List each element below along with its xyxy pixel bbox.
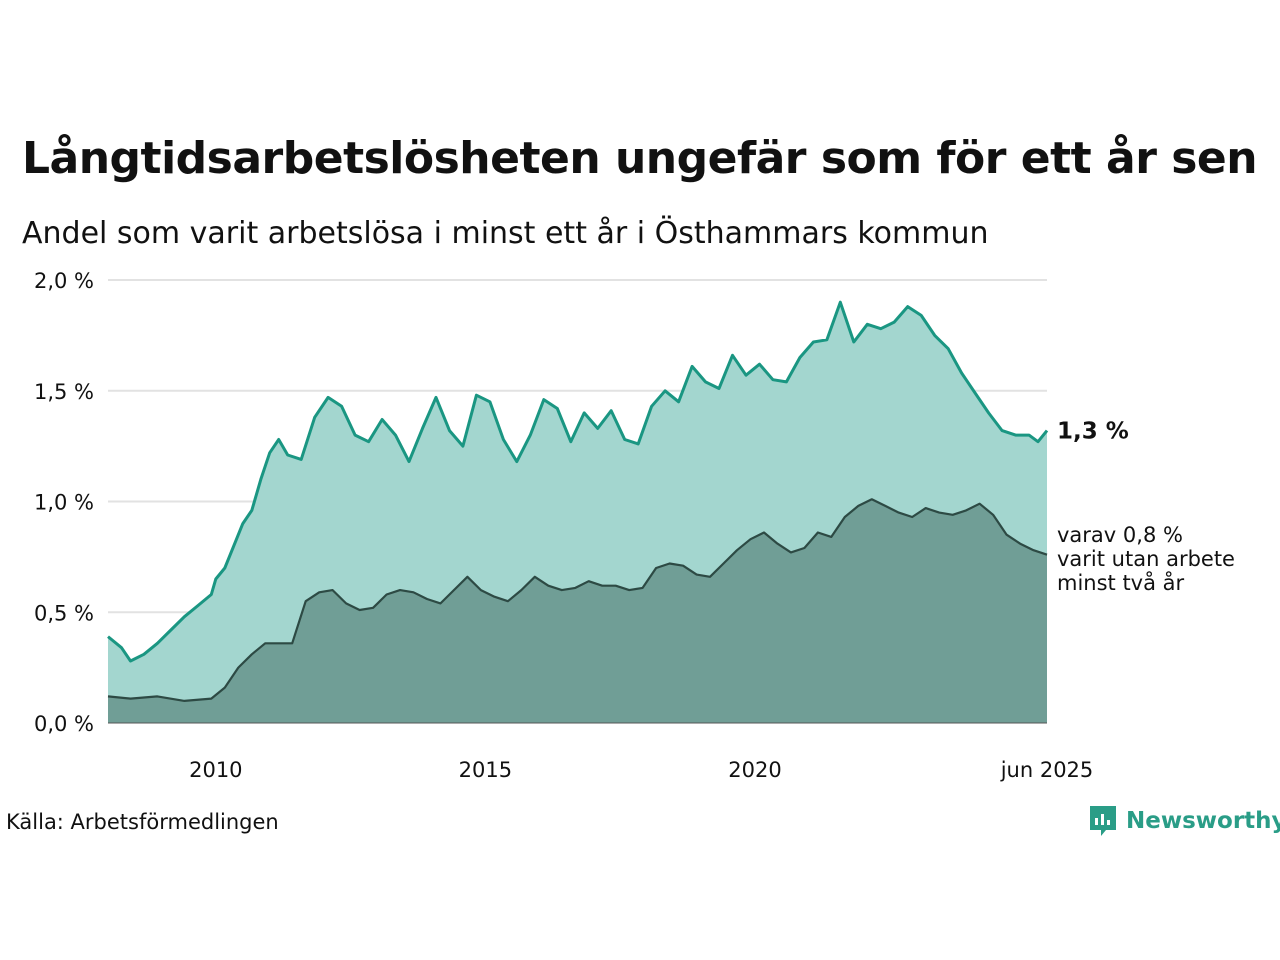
series-area-2	[108, 499, 1047, 723]
x-tick-label: 2020	[728, 758, 781, 782]
y-tick-label: 1,0 %	[34, 491, 94, 515]
newsworthy-logo-icon	[1090, 806, 1116, 836]
y-tick-label: 2,0 %	[34, 269, 94, 293]
chart-subtitle: Andel som varit arbetslösa i minst ett å…	[22, 216, 989, 251]
brand-name: Newsworthy	[1126, 808, 1280, 834]
source-note: Källa: Arbetsförmedlingen	[6, 810, 279, 834]
series-line-2	[107, 498, 1048, 702]
area-series	[107, 300, 1049, 723]
y-tick-label: 1,5 %	[34, 380, 94, 404]
chart-title: Långtidsarbetslösheten ungefär som för e…	[22, 133, 1258, 184]
x-tick-label: jun 2025	[1000, 758, 1094, 782]
brand-logo[interactable]: Newsworthy	[1088, 804, 1280, 838]
y-tick-label: 0,5 %	[34, 601, 94, 625]
x-tick-label: 2010	[189, 758, 242, 782]
series-2-end-label: varav 0,8 % varit utan arbete minst två år	[1057, 523, 1235, 595]
x-tick-label: 2015	[459, 758, 512, 782]
series-1-end-label: 1,3 %	[1057, 419, 1129, 445]
y-tick-label: 0,0 %	[34, 712, 94, 736]
chart-labels: 0,0 % 0,5 % 1,0 % 1,5 % 2,0 % 2010 2015 2020 jun…	[34, 269, 1235, 782]
series-line-1	[107, 300, 1049, 663]
